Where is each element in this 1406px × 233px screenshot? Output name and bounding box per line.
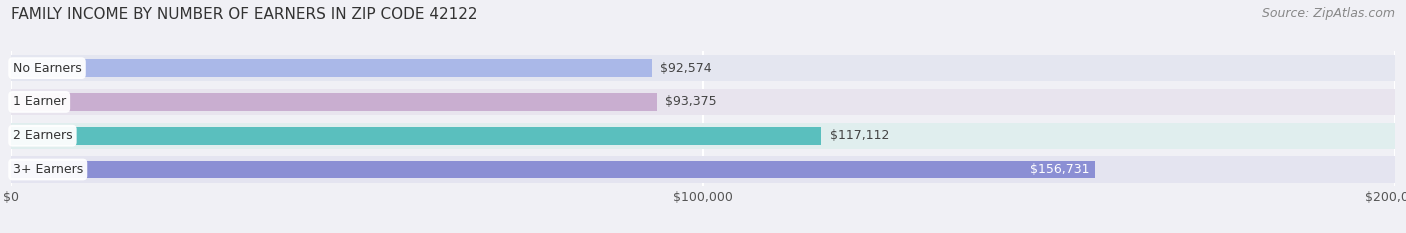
Text: FAMILY INCOME BY NUMBER OF EARNERS IN ZIP CODE 42122: FAMILY INCOME BY NUMBER OF EARNERS IN ZI… bbox=[11, 7, 478, 22]
Bar bbox=[11, 55, 1395, 81]
Text: 1 Earner: 1 Earner bbox=[13, 96, 66, 108]
Text: No Earners: No Earners bbox=[13, 62, 82, 75]
Text: Source: ZipAtlas.com: Source: ZipAtlas.com bbox=[1261, 7, 1395, 20]
Bar bbox=[11, 156, 1395, 183]
Bar bbox=[11, 93, 657, 111]
Text: $117,112: $117,112 bbox=[830, 129, 889, 142]
Text: $93,375: $93,375 bbox=[665, 96, 717, 108]
Bar bbox=[11, 127, 821, 144]
Text: $156,731: $156,731 bbox=[1031, 163, 1090, 176]
Text: 3+ Earners: 3+ Earners bbox=[13, 163, 83, 176]
Bar bbox=[11, 89, 1395, 115]
Bar bbox=[11, 59, 651, 77]
Text: $92,574: $92,574 bbox=[659, 62, 711, 75]
Bar bbox=[11, 161, 1095, 178]
Bar bbox=[11, 123, 1395, 149]
Text: 2 Earners: 2 Earners bbox=[13, 129, 72, 142]
